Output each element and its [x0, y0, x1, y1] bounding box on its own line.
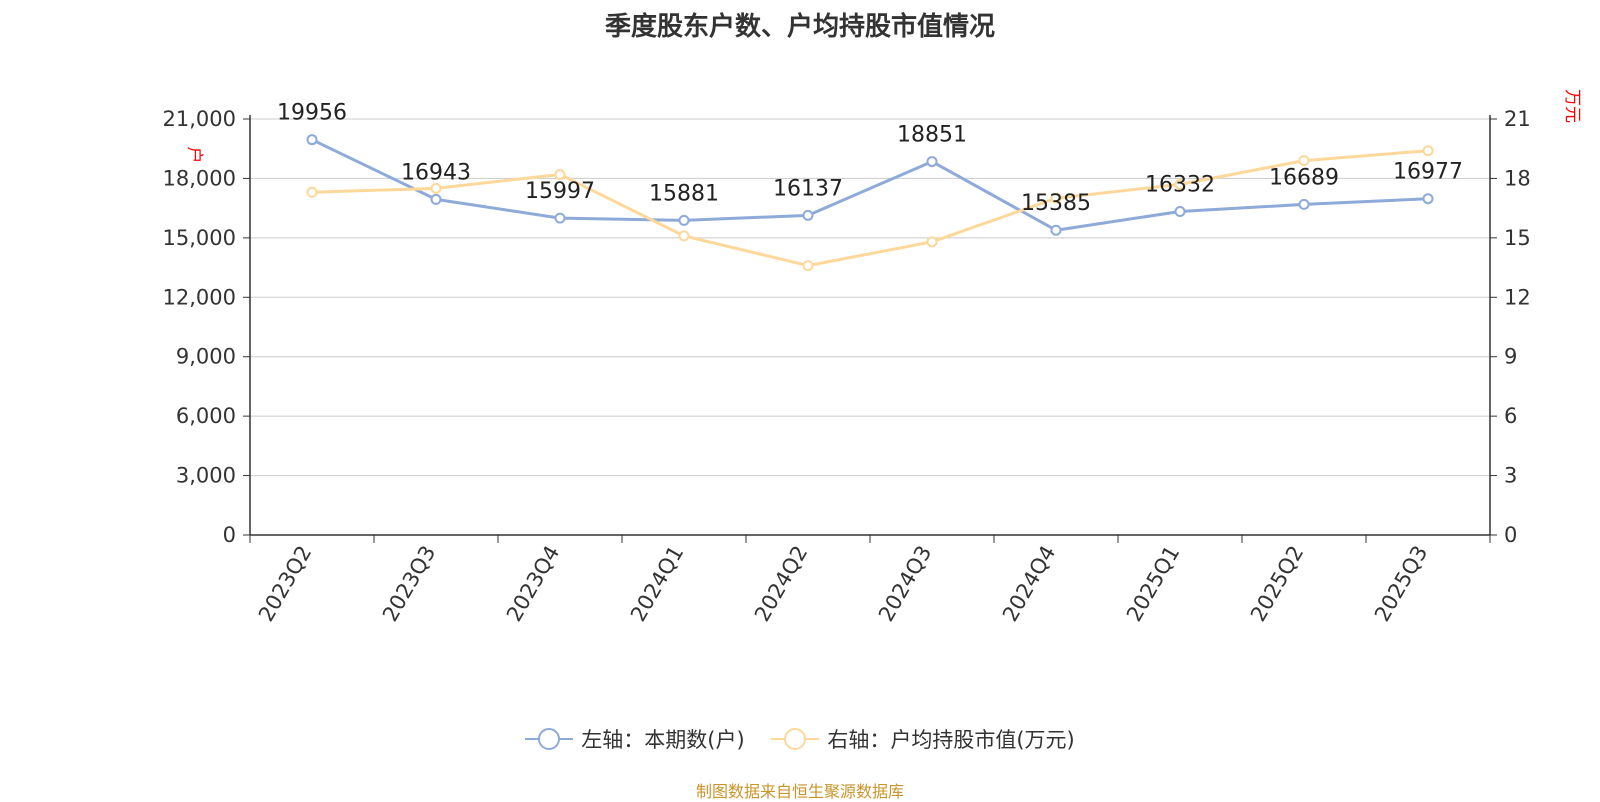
series-point-right — [802, 260, 814, 272]
series-point-right — [1050, 192, 1062, 204]
legend-swatch-right-icon — [771, 727, 820, 751]
data-label: 16943 — [401, 160, 471, 185]
series-line-left — [311, 138, 1429, 232]
right-axis-tick-label: 3 — [1504, 464, 1517, 488]
series-point-left — [554, 212, 566, 224]
series-point-left — [926, 156, 938, 168]
data-label: 18851 — [897, 123, 967, 148]
left-axis-tick-label: 12,000 — [163, 285, 236, 309]
data-label: 16137 — [773, 176, 843, 201]
right-axis-tick-label: 18 — [1504, 166, 1531, 190]
x-axis-tick-label: 2023Q3 — [378, 542, 440, 626]
legend-swatch-left-icon — [525, 727, 574, 751]
x-axis-tick-label: 2024Q4 — [998, 542, 1060, 626]
data-label: 15385 — [1021, 191, 1091, 216]
series-point-right — [430, 182, 442, 194]
x-axis-tick-label: 2024Q2 — [750, 542, 812, 626]
data-label: 16689 — [1269, 165, 1339, 190]
right-axis-tick-label: 15 — [1504, 226, 1531, 250]
x-axis-tick-label: 2025Q1 — [1122, 542, 1184, 626]
x-axis-tick-label: 2025Q2 — [1246, 542, 1308, 626]
left-axis-tick-label: 3,000 — [176, 464, 236, 488]
data-label: 15997 — [525, 179, 595, 204]
series-line-right — [311, 149, 1429, 268]
series-point-left — [430, 193, 442, 205]
series-point-left — [1422, 193, 1434, 205]
right-axis-tick-label: 6 — [1504, 404, 1517, 428]
left-axis-tick-label: 9,000 — [176, 345, 236, 369]
right-axis-tick-label: 0 — [1504, 523, 1517, 547]
legend-label-right: 右轴：户均持股市值(万元) — [827, 728, 1075, 752]
x-axis-tick-label: 2024Q1 — [626, 542, 688, 626]
data-label: 15881 — [649, 181, 719, 206]
data-label: 16332 — [1145, 172, 1215, 197]
left-axis-tick-label: 6,000 — [176, 404, 236, 428]
left-axis-tick-label: 15,000 — [163, 226, 236, 250]
right-axis-tick-label: 9 — [1504, 345, 1517, 369]
series-point-left — [1298, 198, 1310, 210]
x-axis-tick-label: 2023Q4 — [502, 542, 564, 626]
series-point-right — [1298, 155, 1310, 167]
legend-label-left: 左轴：本期数(户) — [581, 728, 745, 752]
data-label: 19956 — [277, 101, 347, 126]
series-point-right — [926, 236, 938, 248]
series-point-left — [1174, 205, 1186, 217]
left-axis-tick-label: 18,000 — [163, 166, 236, 190]
series-point-left — [306, 134, 318, 146]
x-axis-tick-label: 2025Q3 — [1370, 542, 1432, 626]
chart-legend: 左轴：本期数(户) 右轴：户均持股市值(万元) — [0, 724, 1600, 756]
series-point-left — [802, 209, 814, 221]
right-axis-tick-label: 21 — [1504, 107, 1531, 131]
left-axis-tick-label: 0 — [223, 523, 236, 547]
left-axis-unit-label: 户 — [184, 147, 204, 164]
right-axis-unit-label: 万元 — [1562, 89, 1582, 123]
series-point-left — [1050, 224, 1062, 236]
chart-title: 季度股东户数、户均持股市值情况 — [604, 12, 995, 42]
series-point-right — [306, 186, 318, 198]
left-axis-tick-label: 21,000 — [163, 107, 236, 131]
data-label: 16977 — [1393, 160, 1463, 185]
series-point-right — [1422, 145, 1434, 157]
legend-item-right-series[interactable]: 右轴：户均持股市值(万元) — [771, 724, 1075, 754]
right-axis-tick-label: 12 — [1504, 285, 1531, 309]
x-axis-tick-label: 2024Q3 — [874, 542, 936, 626]
legend-item-left-series[interactable]: 左轴：本期数(户) — [525, 724, 745, 754]
series-point-left — [678, 214, 690, 226]
x-axis-tick-label: 2023Q2 — [254, 542, 316, 626]
series-point-right — [678, 230, 690, 242]
series-point-right — [554, 168, 566, 180]
data-source-note: 制图数据来自恒生聚源数据库 — [695, 782, 904, 801]
series-point-right — [1174, 178, 1186, 190]
